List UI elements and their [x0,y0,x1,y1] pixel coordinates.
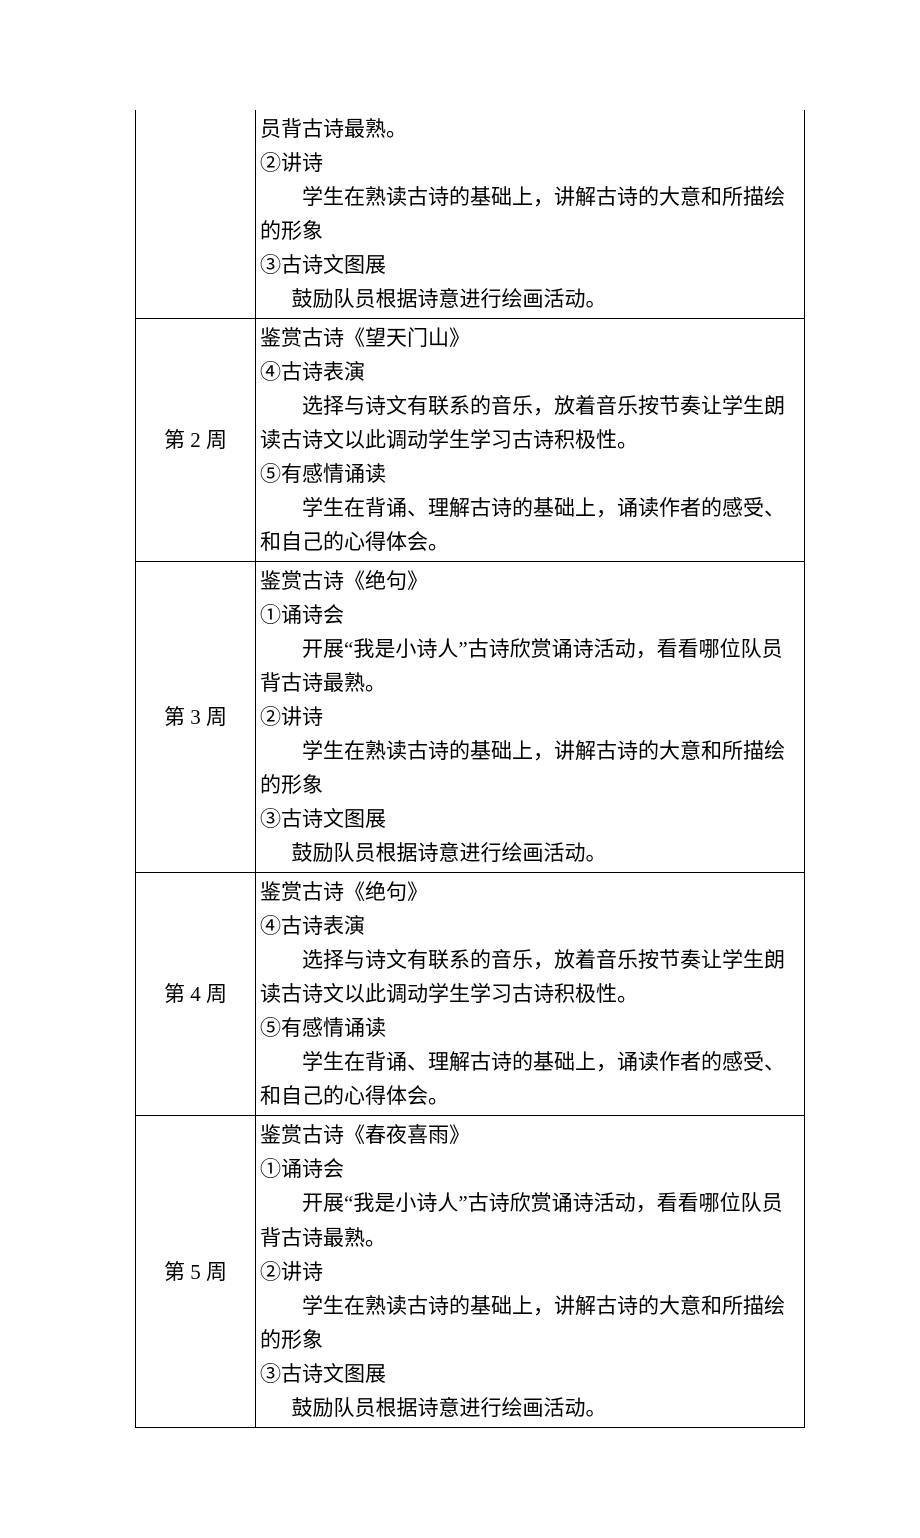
content-cell: 鉴赏古诗《绝句》④古诗表演选择与诗文有联系的音乐，放着音乐按节奏让学生朗读古诗文… [256,873,805,1116]
content-line: 开展“我是小诗人”古诗欣赏诵诗活动，看看哪位队员背古诗最熟。 [260,1186,800,1254]
table-row: 第 3 周鉴赏古诗《绝句》①诵诗会开展“我是小诗人”古诗欣赏诵诗活动，看看哪位队… [136,562,805,873]
table-row: 第 2 周鉴赏古诗《望天门山》④古诗表演选择与诗文有联系的音乐，放着音乐按节奏让… [136,319,805,562]
content-line: 学生在熟读古诗的基础上，讲解古诗的大意和所描绘的形象 [260,1289,800,1357]
content-line: ②讲诗 [260,700,800,734]
content-line: 学生在背诵、理解古诗的基础上，诵读作者的感受、和自己的心得体会。 [260,491,800,559]
content-line: 开展“我是小诗人”古诗欣赏诵诗活动，看看哪位队员背古诗最熟。 [260,632,800,700]
content-line: 选择与诗文有联系的音乐，放着音乐按节奏让学生朗读古诗文以此调动学生学习古诗积极性… [260,389,800,457]
week-cell: 第 5 周 [136,1116,256,1427]
table-body: 员背古诗最熟。②讲诗学生在熟读古诗的基础上，讲解古诗的大意和所描绘的形象③古诗文… [136,110,805,1427]
week-cell: 第 3 周 [136,562,256,873]
content-line: ③古诗文图展 [260,248,800,282]
table-row: 第 4 周鉴赏古诗《绝句》④古诗表演选择与诗文有联系的音乐，放着音乐按节奏让学生… [136,873,805,1116]
content-line: ②讲诗 [260,146,800,180]
content-cell: 鉴赏古诗《绝句》①诵诗会开展“我是小诗人”古诗欣赏诵诗活动，看看哪位队员背古诗最… [256,562,805,873]
content-line: ⑤有感情诵读 [260,457,800,491]
content-cell: 员背古诗最熟。②讲诗学生在熟读古诗的基础上，讲解古诗的大意和所描绘的形象③古诗文… [256,110,805,319]
content-line: ③古诗文图展 [260,1357,800,1391]
week-cell [136,110,256,319]
content-line: 选择与诗文有联系的音乐，放着音乐按节奏让学生朗读古诗文以此调动学生学习古诗积极性… [260,943,800,1011]
table-row: 第 5 周鉴赏古诗《春夜喜雨》①诵诗会开展“我是小诗人”古诗欣赏诵诗活动，看看哪… [136,1116,805,1427]
content-line: 鉴赏古诗《绝句》 [260,564,800,598]
content-line: 鉴赏古诗《绝句》 [260,875,800,909]
content-line: 鼓励队员根据诗意进行绘画活动。 [260,836,800,870]
week-cell: 第 2 周 [136,319,256,562]
content-line: 学生在熟读古诗的基础上，讲解古诗的大意和所描绘的形象 [260,180,800,248]
document-page: 员背古诗最熟。②讲诗学生在熟读古诗的基础上，讲解古诗的大意和所描绘的形象③古诗文… [0,0,920,1538]
table-row: 员背古诗最熟。②讲诗学生在熟读古诗的基础上，讲解古诗的大意和所描绘的形象③古诗文… [136,110,805,319]
week-cell: 第 4 周 [136,873,256,1116]
content-line: 学生在背诵、理解古诗的基础上，诵读作者的感受、和自己的心得体会。 [260,1045,800,1113]
content-line: ⑤有感情诵读 [260,1011,800,1045]
content-line: 员背古诗最熟。 [260,112,800,146]
content-line: 学生在熟读古诗的基础上，讲解古诗的大意和所描绘的形象 [260,734,800,802]
content-line: 鼓励队员根据诗意进行绘画活动。 [260,1391,800,1425]
schedule-table: 员背古诗最熟。②讲诗学生在熟读古诗的基础上，讲解古诗的大意和所描绘的形象③古诗文… [135,110,805,1428]
content-line: ④古诗表演 [260,355,800,389]
content-line: ①诵诗会 [260,598,800,632]
content-cell: 鉴赏古诗《春夜喜雨》①诵诗会开展“我是小诗人”古诗欣赏诵诗活动，看看哪位队员背古… [256,1116,805,1427]
content-line: 鉴赏古诗《春夜喜雨》 [260,1118,800,1152]
content-cell: 鉴赏古诗《望天门山》④古诗表演选择与诗文有联系的音乐，放着音乐按节奏让学生朗读古… [256,319,805,562]
content-line: 鼓励队员根据诗意进行绘画活动。 [260,282,800,316]
content-line: ③古诗文图展 [260,802,800,836]
content-line: ①诵诗会 [260,1152,800,1186]
content-line: 鉴赏古诗《望天门山》 [260,321,800,355]
content-line: ④古诗表演 [260,909,800,943]
content-line: ②讲诗 [260,1255,800,1289]
